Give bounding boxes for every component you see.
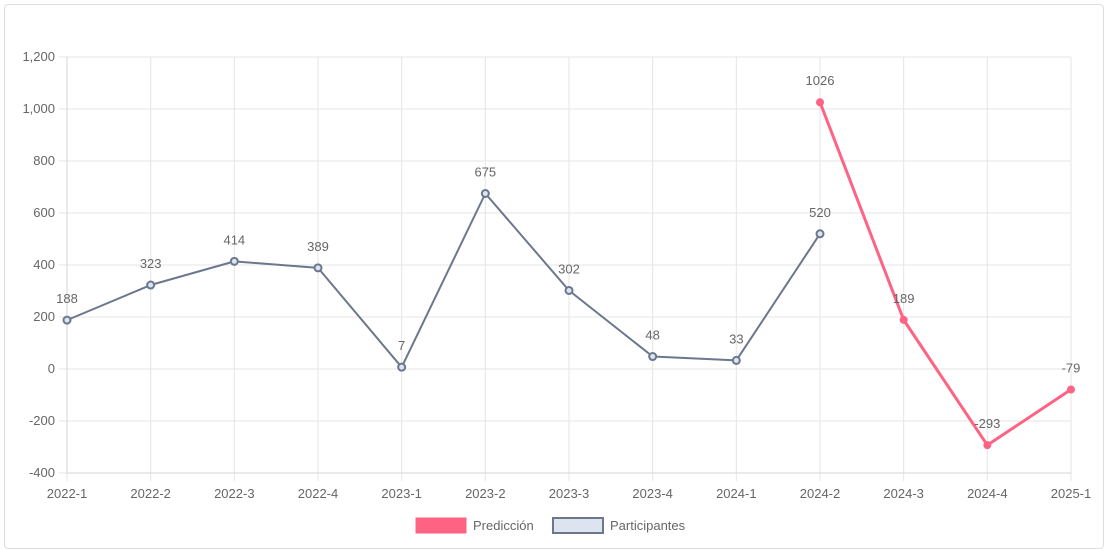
participantes-point[interactable]	[648, 352, 658, 362]
series-layer	[62, 98, 1075, 450]
participantes-point[interactable]	[229, 256, 239, 266]
data-label: 48	[645, 328, 659, 343]
data-label: 33	[729, 331, 743, 346]
x-tick-label: 2023-4	[632, 486, 672, 501]
prediccion-point[interactable]	[899, 315, 908, 324]
participantes-point[interactable]	[313, 263, 323, 273]
data-labels: 188 323 414 389 7 675 302 48 33 520 1026 189 -293 -79	[56, 73, 1080, 431]
legend-label: Participantes	[610, 518, 686, 533]
y-tick-label: 0	[48, 361, 55, 376]
x-tick-label: 2022-4	[298, 486, 338, 501]
x-tick-label: 2022-2	[130, 486, 170, 501]
legend-item-prediccion[interactable]: Predicción	[415, 517, 534, 534]
data-label: 1026	[806, 73, 835, 88]
x-tick-label: 2024-4	[967, 486, 1007, 501]
y-tick-label: 200	[33, 309, 55, 324]
chart-card	[4, 4, 1104, 549]
participantes-series-line	[66, 192, 821, 369]
participantes-point[interactable]	[731, 355, 741, 365]
y-tick-label: 1,200	[22, 49, 55, 64]
x-tick-label: 2023-3	[549, 486, 589, 501]
participantes-point[interactable]	[564, 285, 574, 295]
x-tick-label: 2024-2	[800, 486, 840, 501]
grid-lines	[59, 56, 1072, 481]
x-tick-label: 2022-1	[47, 486, 87, 501]
participantes-point[interactable]	[397, 362, 407, 372]
data-label: 414	[223, 232, 245, 247]
data-label: 520	[809, 205, 831, 220]
prediccion-series-line	[818, 101, 1072, 447]
prediccion-point[interactable]	[983, 441, 992, 450]
legend-item-participantes[interactable]: Participantes	[552, 517, 686, 534]
x-tick-label: 2023-2	[465, 486, 505, 501]
prediccion-point[interactable]	[1067, 385, 1075, 394]
data-label: 302	[558, 261, 580, 276]
y-tick-label: -200	[29, 413, 55, 428]
y-tick-label: 800	[33, 153, 55, 168]
prediccion-point[interactable]	[816, 98, 824, 107]
x-tick-label: 2025-1	[1051, 486, 1091, 501]
x-tick-label: 2023-1	[381, 486, 421, 501]
data-label: -293	[974, 416, 1000, 431]
data-label: 389	[307, 239, 329, 254]
participantes-point[interactable]	[62, 315, 72, 325]
data-label: 189	[893, 291, 915, 306]
y-tick-label: -400	[29, 465, 55, 480]
y-axis: -400 -200 0 200 400 600 800 1,000 1,200	[22, 49, 55, 480]
legend-swatch	[552, 517, 604, 534]
y-tick-label: 400	[33, 257, 55, 272]
data-label: 188	[56, 291, 78, 306]
y-tick-label: 600	[33, 205, 55, 220]
data-label: 675	[474, 165, 496, 180]
data-label: 323	[140, 256, 162, 271]
data-label: -79	[1062, 361, 1081, 376]
participantes-point[interactable]	[815, 229, 825, 239]
x-tick-label: 2024-3	[883, 486, 923, 501]
x-tick-label: 2022-3	[214, 486, 254, 501]
x-tick-label: 2024-1	[716, 486, 756, 501]
legend-label: Predicción	[473, 518, 534, 533]
legend-swatch	[415, 517, 467, 534]
y-tick-label: 1,000	[22, 101, 55, 116]
participantes-point[interactable]	[146, 280, 156, 290]
legend[interactable]: Predicción Participantes	[415, 517, 686, 534]
data-label: 7	[398, 338, 405, 353]
participantes-point[interactable]	[480, 189, 490, 198]
x-axis: 2022-1 2022-2 2022-3 2022-4 2023-1 2023-2 2023…	[47, 486, 1091, 501]
